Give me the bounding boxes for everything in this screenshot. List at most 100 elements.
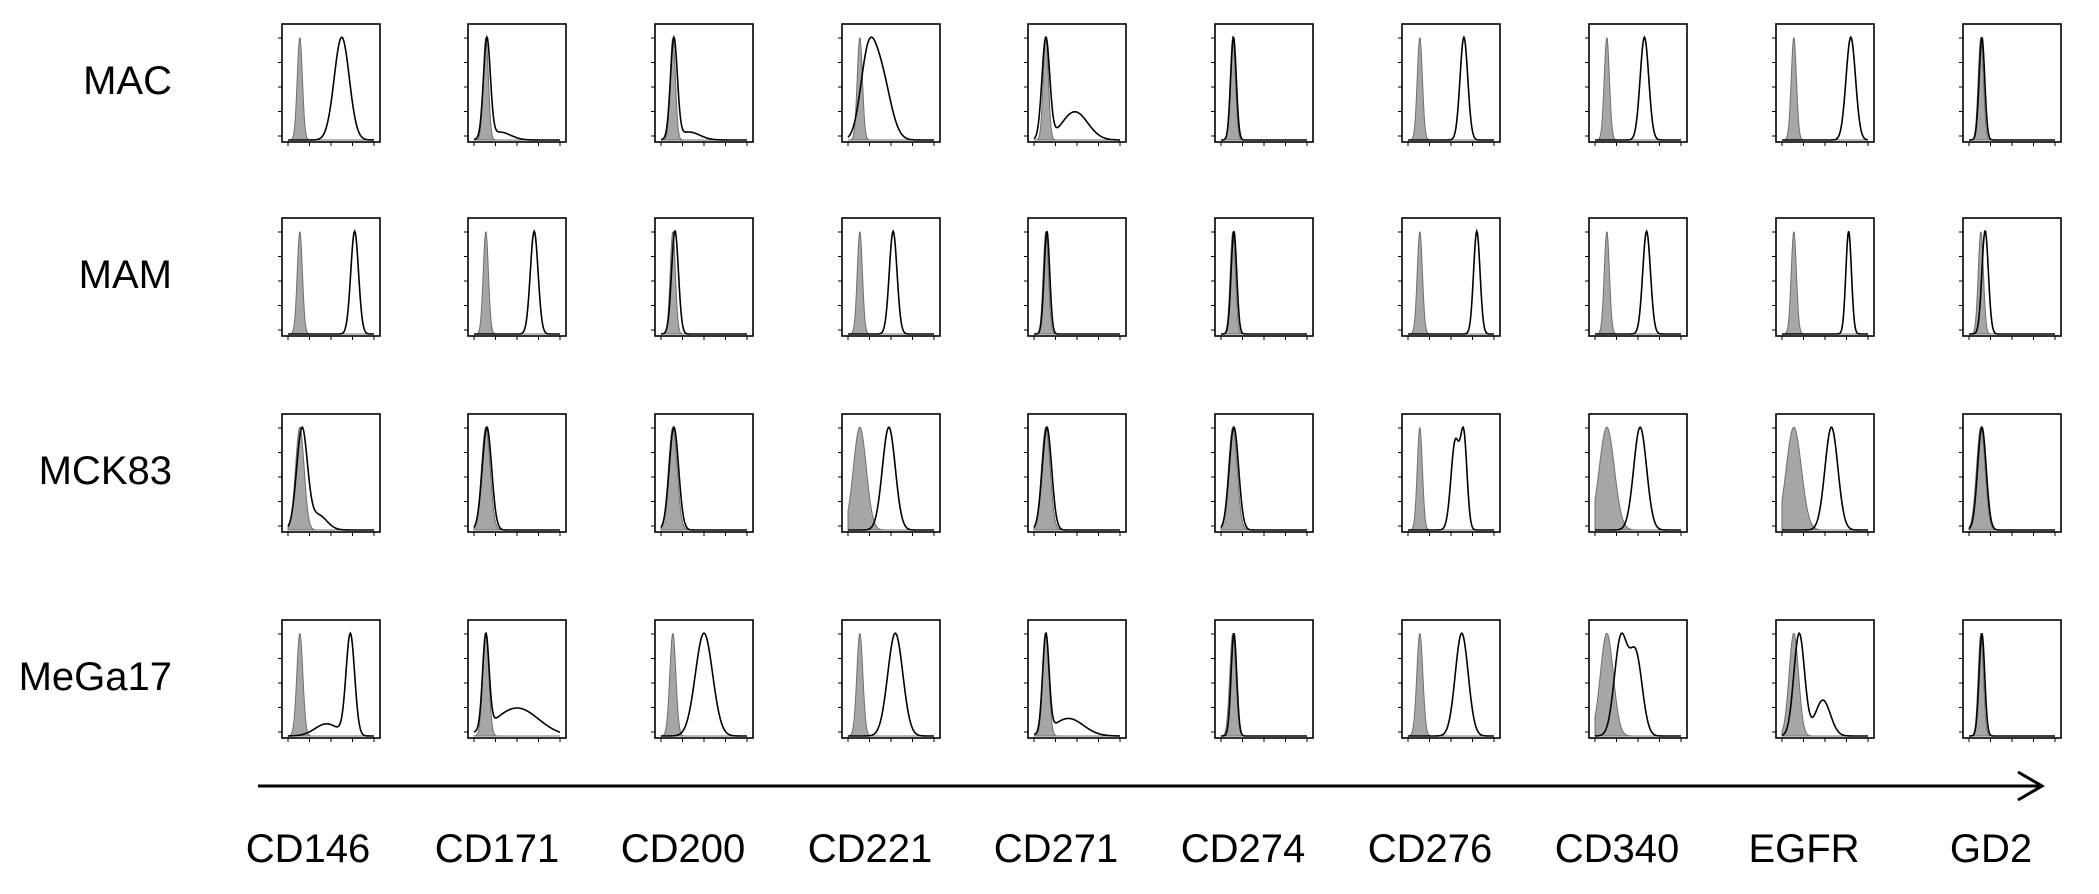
histogram-panel (464, 217, 567, 340)
histogram-panel (1585, 217, 1688, 340)
stained-histogram (1968, 633, 2055, 737)
stained-histogram (474, 229, 560, 335)
stained-histogram (473, 425, 560, 531)
column-label: CD271 (994, 827, 1119, 871)
column-label: CD221 (808, 827, 933, 871)
histogram-panel (1024, 413, 1127, 536)
row-label: MeGa17 (19, 655, 172, 699)
histogram-panel (1959, 23, 2062, 146)
stained-histogram (1408, 35, 1494, 141)
stained-histogram (287, 631, 375, 737)
histogram-panel (1959, 413, 2062, 536)
histogram-panel (278, 23, 381, 146)
histogram-panel (1585, 413, 1688, 536)
histogram-panel (651, 23, 754, 146)
histogram-panel (1959, 217, 2062, 340)
histogram-panel (1024, 217, 1127, 340)
stained-histogram (287, 426, 374, 531)
isotype-histogram (287, 37, 374, 141)
histogram-panel (464, 413, 567, 536)
stained-histogram (1968, 425, 2055, 531)
stained-histogram (1969, 230, 2055, 335)
column-label: CD146 (246, 827, 371, 871)
stained-histogram (848, 632, 934, 737)
histogram-panel (1211, 619, 1314, 742)
row-label: MAM (79, 253, 172, 297)
stained-histogram (1782, 426, 1868, 531)
stained-histogram (1220, 231, 1307, 335)
histogram-panel (1211, 23, 1314, 146)
isotype-histogram (287, 633, 374, 737)
stained-histogram (288, 229, 374, 335)
histogram-panel (651, 217, 754, 340)
isotype-histogram (1407, 633, 1494, 737)
stained-histogram (1408, 228, 1494, 335)
histogram-panel (1772, 619, 1875, 742)
column-label: GD2 (1950, 827, 2032, 871)
histogram-panel (1211, 413, 1314, 536)
column-label: CD200 (621, 827, 746, 871)
histogram-panel (1772, 23, 1875, 146)
histogram-panel (1772, 413, 1875, 536)
stained-histogram (660, 425, 747, 531)
stained-histogram (1968, 37, 2055, 141)
stained-histogram (473, 631, 561, 733)
histogram-panel (1772, 217, 1875, 340)
histogram-panel (651, 413, 754, 536)
histogram-panel (1398, 23, 1501, 146)
histogram-panel (1024, 23, 1127, 146)
row-label: MCK83 (39, 449, 172, 493)
stained-histogram (848, 229, 934, 335)
stained-histogram (1408, 632, 1494, 737)
stained-histogram (1033, 231, 1120, 335)
stained-histogram (1595, 229, 1681, 335)
stained-histogram (660, 230, 747, 335)
histogram-panel (651, 619, 754, 742)
stained-histogram (847, 36, 934, 141)
x-axis-arrow (258, 770, 2045, 802)
histogram-panels (278, 23, 2062, 742)
stained-histogram (1408, 425, 1494, 531)
column-label: CD276 (1368, 827, 1493, 871)
stained-histogram (1033, 631, 1121, 737)
column-label: EGFR (1748, 827, 1859, 871)
stained-histogram (473, 34, 560, 141)
histogram-panel (464, 23, 567, 146)
histogram-panel (838, 413, 941, 536)
column-label: CD171 (435, 827, 560, 871)
stained-histogram (1220, 425, 1307, 531)
stained-histogram (1033, 425, 1120, 531)
histogram-panel (1398, 619, 1501, 742)
histogram-panel (1024, 619, 1127, 742)
histogram-panel (1585, 619, 1688, 742)
stained-histogram (1782, 35, 1869, 141)
stained-histogram (1033, 36, 1121, 141)
histogram-panel (1398, 413, 1501, 536)
column-label: CD340 (1555, 827, 1680, 871)
x-axis-arrow-head (2017, 770, 2045, 802)
stained-histogram (660, 34, 747, 141)
histogram-panel (1959, 619, 2062, 742)
histogram-panel (278, 619, 381, 742)
stained-histogram (661, 632, 747, 737)
stained-histogram (1220, 35, 1307, 141)
histogram-panel (838, 23, 941, 146)
column-label: CD274 (1181, 827, 1306, 871)
stained-histogram (288, 36, 375, 141)
stained-histogram (848, 426, 934, 531)
histogram-panel (838, 619, 941, 742)
row-labels: MAC MAM MCK83 MeGa17 (19, 59, 172, 699)
stained-histogram (1595, 426, 1681, 531)
histogram-panel (1398, 217, 1501, 340)
row-label: MAC (83, 59, 172, 103)
column-labels: CD146 CD171 CD200 CD221 CD271 CD274 CD276 CD340… (246, 827, 2032, 871)
histogram-panel (464, 619, 567, 742)
stained-histogram (1220, 633, 1307, 737)
stained-histogram (1781, 631, 1868, 737)
stained-histogram (1595, 35, 1681, 141)
histogram-panel (1585, 23, 1688, 146)
histogram-panel (278, 413, 381, 536)
stained-histogram (1594, 632, 1681, 737)
histogram-panel (838, 217, 941, 340)
